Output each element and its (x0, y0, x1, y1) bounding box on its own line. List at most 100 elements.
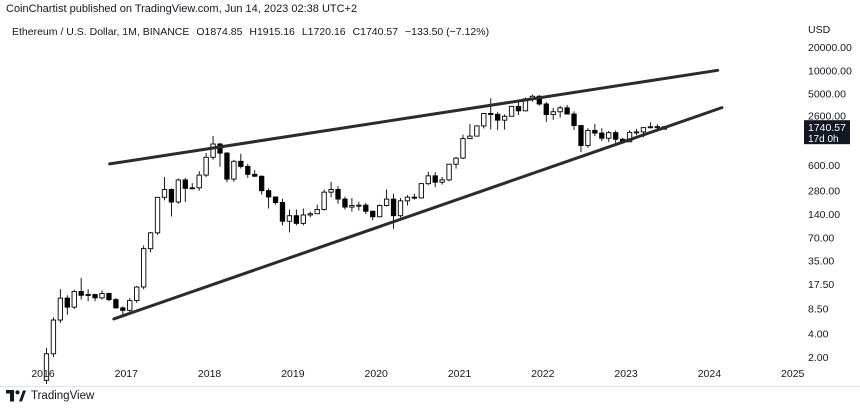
candle[interactable] (189, 183, 195, 190)
candle[interactable] (363, 202, 369, 215)
candle[interactable] (314, 204, 320, 215)
candle[interactable] (141, 245, 147, 290)
candle[interactable] (265, 188, 272, 209)
publisher-attribution: CoinChartist published on TradingView.co… (6, 3, 358, 15)
candle[interactable] (481, 113, 487, 129)
candle[interactable] (488, 98, 494, 130)
candle[interactable] (370, 210, 376, 221)
candle[interactable] (508, 105, 515, 117)
candle[interactable] (356, 202, 362, 211)
candle[interactable] (474, 125, 480, 137)
candle[interactable] (467, 123, 473, 140)
candle-body (141, 248, 147, 288)
candle[interactable] (224, 152, 230, 183)
candle[interactable] (425, 171, 431, 186)
candle[interactable] (300, 208, 306, 226)
candle[interactable] (349, 198, 355, 212)
candle[interactable] (92, 293, 98, 302)
candle[interactable] (342, 196, 348, 210)
candle[interactable] (383, 189, 390, 207)
candle[interactable] (203, 152, 209, 178)
candle[interactable] (64, 295, 70, 315)
candle[interactable] (57, 289, 64, 323)
candle-body (397, 200, 404, 217)
candle[interactable] (404, 195, 411, 206)
lower-support-line[interactable] (112, 106, 724, 321)
x-tick-label: 2020 (365, 368, 389, 380)
y-tick-label: 600.00 (808, 160, 840, 172)
candle[interactable] (647, 122, 654, 129)
candle[interactable] (245, 163, 251, 178)
candle[interactable] (106, 292, 112, 302)
candle[interactable] (231, 159, 237, 182)
candle[interactable] (578, 125, 584, 153)
candle[interactable] (175, 178, 182, 204)
candle[interactable] (293, 209, 300, 226)
candle[interactable] (411, 193, 418, 200)
candle[interactable] (453, 157, 459, 169)
candle[interactable] (196, 171, 202, 191)
candle[interactable] (557, 105, 563, 118)
candle[interactable] (259, 175, 265, 195)
candle[interactable] (168, 188, 175, 217)
upper-resistance-line[interactable] (108, 68, 720, 166)
candle[interactable] (592, 123, 598, 137)
candle[interactable] (654, 124, 660, 129)
time-axis[interactable]: 2016 2017 2018 2019 2020 2021 2022 2023 2024 2025 (31, 368, 804, 380)
candle[interactable] (279, 198, 286, 226)
candle[interactable] (397, 198, 404, 218)
candle[interactable] (432, 172, 438, 188)
candle[interactable] (585, 128, 591, 148)
candle[interactable] (147, 232, 154, 253)
candle[interactable] (154, 196, 161, 236)
candle[interactable] (418, 183, 424, 199)
candle[interactable] (633, 129, 640, 136)
candle[interactable] (501, 114, 508, 130)
tradingview-logo[interactable]: TradingView (6, 390, 94, 402)
candle[interactable] (182, 177, 188, 202)
candle-body (71, 291, 77, 308)
candle[interactable] (571, 111, 577, 130)
candle[interactable] (321, 189, 327, 211)
candle[interactable] (78, 277, 84, 300)
candle[interactable] (377, 204, 383, 218)
candle[interactable] (460, 134, 466, 160)
y-tick-label: 8.50 (808, 303, 829, 315)
candle[interactable] (515, 100, 522, 116)
candle-body (64, 297, 70, 308)
candle[interactable] (71, 289, 77, 310)
candle[interactable] (307, 211, 313, 218)
candle-body (286, 215, 293, 222)
candle[interactable] (328, 181, 334, 198)
candle[interactable] (50, 317, 57, 357)
candle[interactable] (550, 107, 556, 120)
candle-body (321, 191, 327, 210)
candle[interactable] (134, 285, 140, 303)
candle[interactable] (272, 196, 279, 205)
candle[interactable] (446, 163, 452, 182)
candle[interactable] (495, 112, 501, 130)
price-chart[interactable]: USD20000.0010000.005000.002600.001300.00… (0, 0, 860, 386)
price-axis[interactable]: USD20000.0010000.005000.002600.001300.00… (804, 24, 852, 364)
candle-body (300, 214, 306, 224)
candle[interactable] (286, 209, 293, 233)
candle[interactable] (252, 170, 258, 178)
candle[interactable] (127, 298, 133, 313)
candle-body (543, 103, 549, 115)
candle[interactable] (99, 290, 105, 300)
candle[interactable] (439, 177, 445, 185)
candle[interactable] (43, 348, 50, 384)
candle[interactable] (599, 128, 605, 142)
candle[interactable] (238, 153, 244, 169)
candle[interactable] (606, 130, 612, 142)
candle[interactable] (564, 104, 570, 115)
candle[interactable] (85, 289, 91, 302)
candle[interactable] (543, 102, 549, 122)
candle[interactable] (335, 186, 341, 204)
candle[interactable] (161, 177, 168, 201)
ohlc-high: H1915.16 (249, 26, 295, 38)
candle-body (592, 129, 598, 134)
ohlc-open: O1874.85 (196, 26, 243, 38)
candle[interactable] (113, 298, 119, 309)
